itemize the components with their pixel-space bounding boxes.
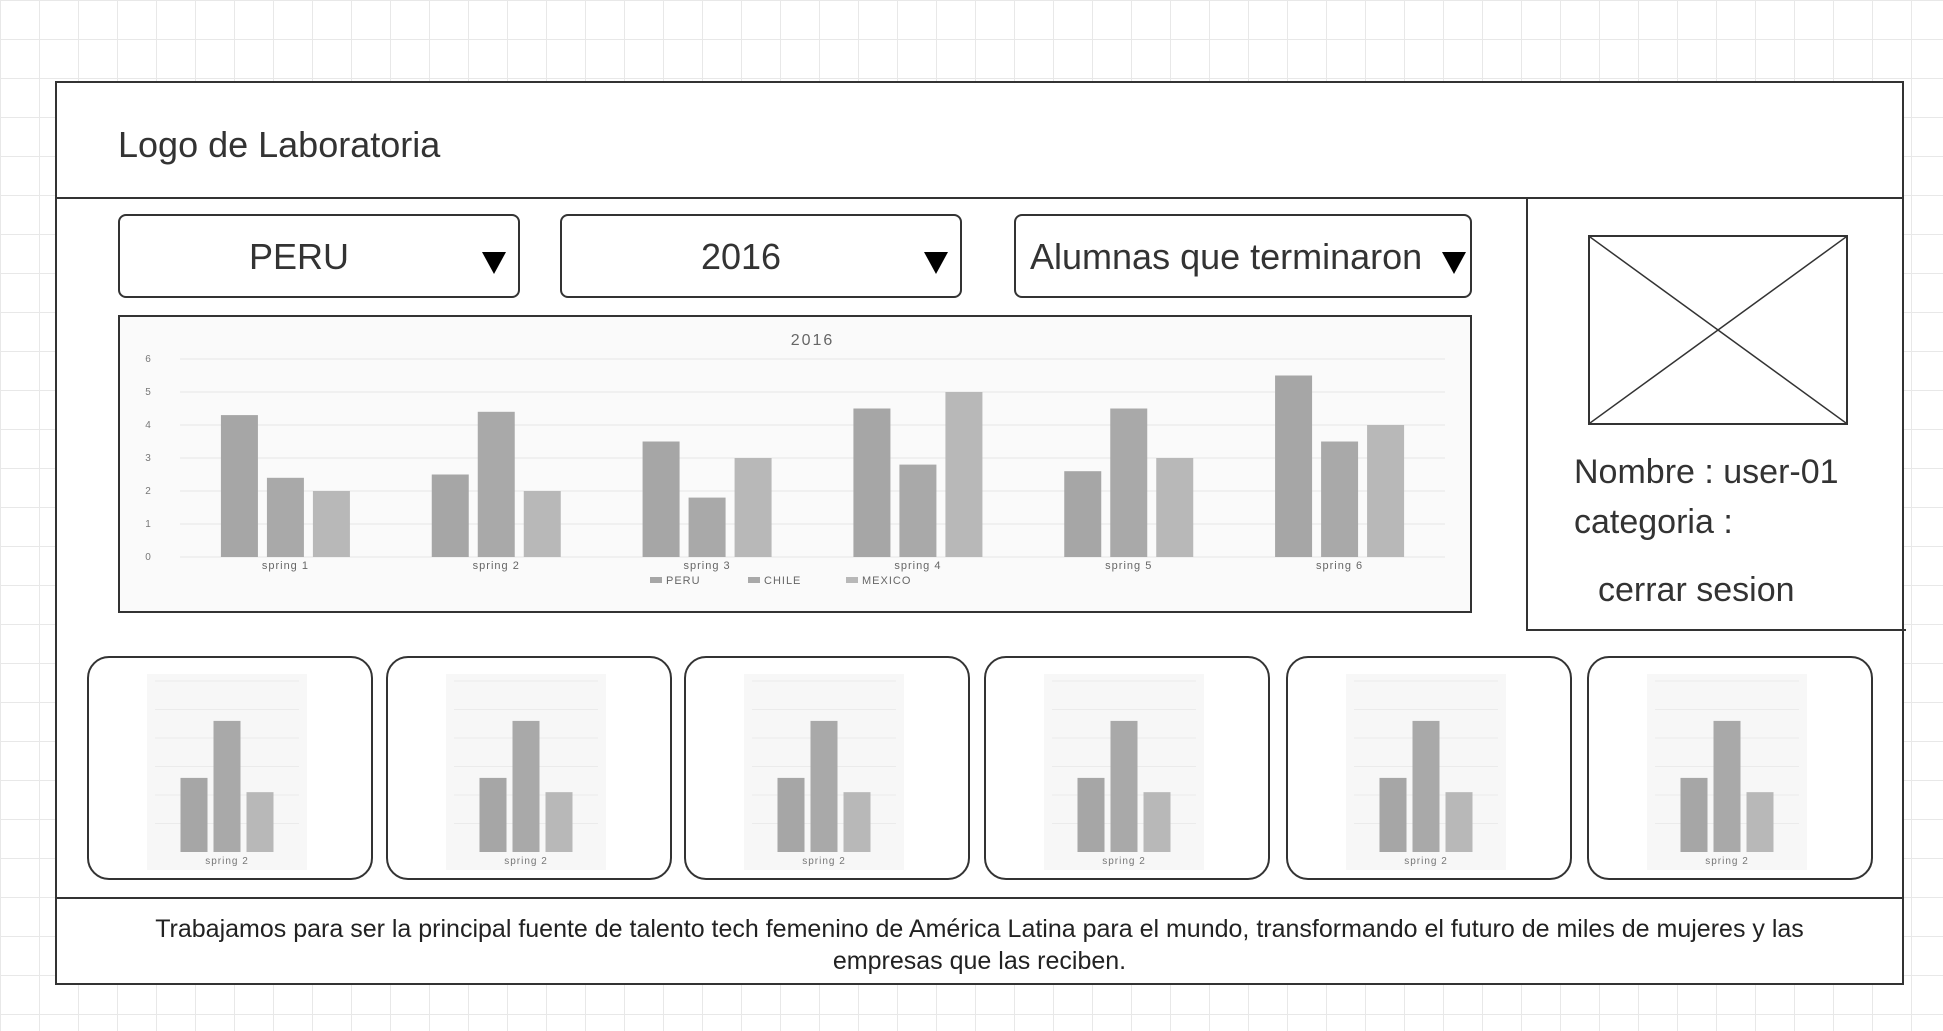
x-tick-label: spring 6 [1316, 560, 1363, 572]
bar-chile-spring-6 [1321, 441, 1359, 557]
bar-peru-spring-4 [853, 408, 891, 557]
mini-chart-card[interactable]: spring 2 [1286, 656, 1572, 880]
mini-chart-card[interactable]: spring 2 [684, 656, 970, 880]
image-placeholder-icon [1590, 237, 1846, 423]
app-frame: Logo de Laboratoria PERU 2016 Alumnas qu… [55, 81, 1906, 985]
bar-mexico-spring-3 [734, 458, 772, 557]
metric-select-value: Alumnas que terminaron [1030, 236, 1423, 277]
bar-mexico-spring-4 [945, 392, 983, 557]
mini-bar [479, 777, 507, 852]
mini-bar [1680, 777, 1708, 852]
mini-chart-svg: spring 2 [744, 674, 904, 870]
user-name: Nombre : user-01 [1574, 453, 1839, 491]
mini-bar [777, 777, 805, 852]
y-tick-label: 4 [145, 420, 151, 431]
bar-peru-spring-1 [220, 415, 258, 557]
bar-chile-spring-2 [477, 411, 515, 557]
mini-chart-card[interactable]: spring 2 [87, 656, 373, 880]
mini-bar [545, 792, 573, 852]
bar-peru-spring-2 [431, 474, 469, 557]
chart-title: 2016 [791, 332, 835, 349]
country-select-value: PERU [248, 236, 350, 277]
x-tick-label: spring 5 [1105, 560, 1152, 572]
mini-bar [1077, 777, 1105, 852]
mini-bar [1412, 720, 1440, 852]
bar-peru-spring-6 [1275, 375, 1313, 557]
country-select[interactable]: PERU [118, 214, 520, 298]
mini-bar [512, 720, 540, 852]
mini-bar [180, 777, 208, 852]
bar-peru-spring-5 [1064, 471, 1102, 557]
mini-chart-svg: spring 2 [1346, 674, 1506, 870]
mini-bar [213, 720, 241, 852]
mini-bar [1110, 720, 1138, 852]
legend-swatch [748, 577, 760, 583]
bar-mexico-spring-5 [1156, 458, 1194, 557]
legend-swatch [650, 577, 662, 583]
x-tick-label: spring 2 [473, 560, 520, 572]
bar-chile-spring-1 [266, 477, 304, 557]
y-tick-label: 6 [145, 354, 151, 365]
bar-mexico-spring-1 [312, 491, 350, 557]
user-category: categoria : [1574, 503, 1733, 541]
mini-chart-svg: spring 2 [1647, 674, 1807, 870]
mini-chart-card[interactable]: spring 2 [984, 656, 1270, 880]
legend-swatch [846, 577, 858, 583]
mini-chart-label: spring 2 [1102, 856, 1146, 867]
mini-chart-label: spring 2 [802, 856, 846, 867]
bar-chile-spring-5 [1110, 408, 1148, 557]
bar-mexico-spring-2 [523, 491, 561, 557]
mini-bar [843, 792, 871, 852]
footer-text: Trabajamos para ser la principal fuente … [155, 915, 1804, 975]
mini-chart-label: spring 2 [1404, 856, 1448, 867]
y-tick-label: 0 [145, 552, 151, 563]
logo: Logo de Laboratoria [118, 124, 441, 165]
x-tick-label: spring 1 [262, 560, 309, 572]
y-tick-label: 5 [145, 387, 151, 398]
avatar-placeholder [1588, 235, 1848, 425]
legend-label: PERU [666, 575, 701, 587]
mini-chart-label: spring 2 [1705, 856, 1749, 867]
y-tick-label: 1 [145, 519, 151, 530]
mini-bar [1713, 720, 1741, 852]
metric-select[interactable]: Alumnas que terminaron [1014, 214, 1472, 298]
chevron-down-icon [1442, 252, 1466, 274]
mini-chart-label: spring 2 [205, 856, 249, 867]
year-select[interactable]: 2016 [560, 214, 962, 298]
mini-chart-card[interactable]: spring 2 [1587, 656, 1873, 880]
mini-bar [1445, 792, 1473, 852]
bar-chile-spring-3 [688, 497, 726, 557]
logout-button[interactable]: cerrar sesion [1598, 571, 1795, 609]
mini-bar [1746, 792, 1774, 852]
legend-label: CHILE [764, 575, 801, 587]
user-panel: Nombre : user-01 categoria : cerrar sesi… [1526, 197, 1906, 631]
bar-mexico-spring-6 [1367, 425, 1405, 557]
y-tick-label: 3 [145, 453, 151, 464]
bar-chile-spring-4 [899, 464, 937, 557]
mini-chart-label: spring 2 [504, 856, 548, 867]
mini-bar [810, 720, 838, 852]
y-tick-label: 2 [145, 486, 151, 497]
main-chart: 2016 0 1 2 3 4 5 6 spring 1 spring 2 spring 3 sprin… [118, 315, 1472, 613]
header: Logo de Laboratoria [57, 83, 1902, 199]
footer: Trabajamos para ser la principal fuente … [57, 897, 1902, 985]
bar-peru-spring-3 [642, 441, 680, 557]
x-tick-label: spring 3 [684, 560, 731, 572]
mini-chart-svg: spring 2 [147, 674, 307, 870]
main-chart-svg: 2016 0 1 2 3 4 5 6 spring 1 spring 2 spring 3 sprin… [145, 332, 1445, 587]
legend-label: MEXICO [862, 575, 911, 587]
mini-bar [246, 792, 274, 852]
mini-bar [1379, 777, 1407, 852]
year-select-value: 2016 [700, 236, 782, 277]
x-tick-label: spring 4 [894, 560, 941, 572]
mini-chart-card[interactable]: spring 2 [386, 656, 672, 880]
chevron-down-icon [482, 252, 506, 274]
chevron-down-icon [924, 252, 948, 274]
mini-chart-svg: spring 2 [446, 674, 606, 870]
mini-bar [1143, 792, 1171, 852]
mini-chart-svg: spring 2 [1044, 674, 1204, 870]
